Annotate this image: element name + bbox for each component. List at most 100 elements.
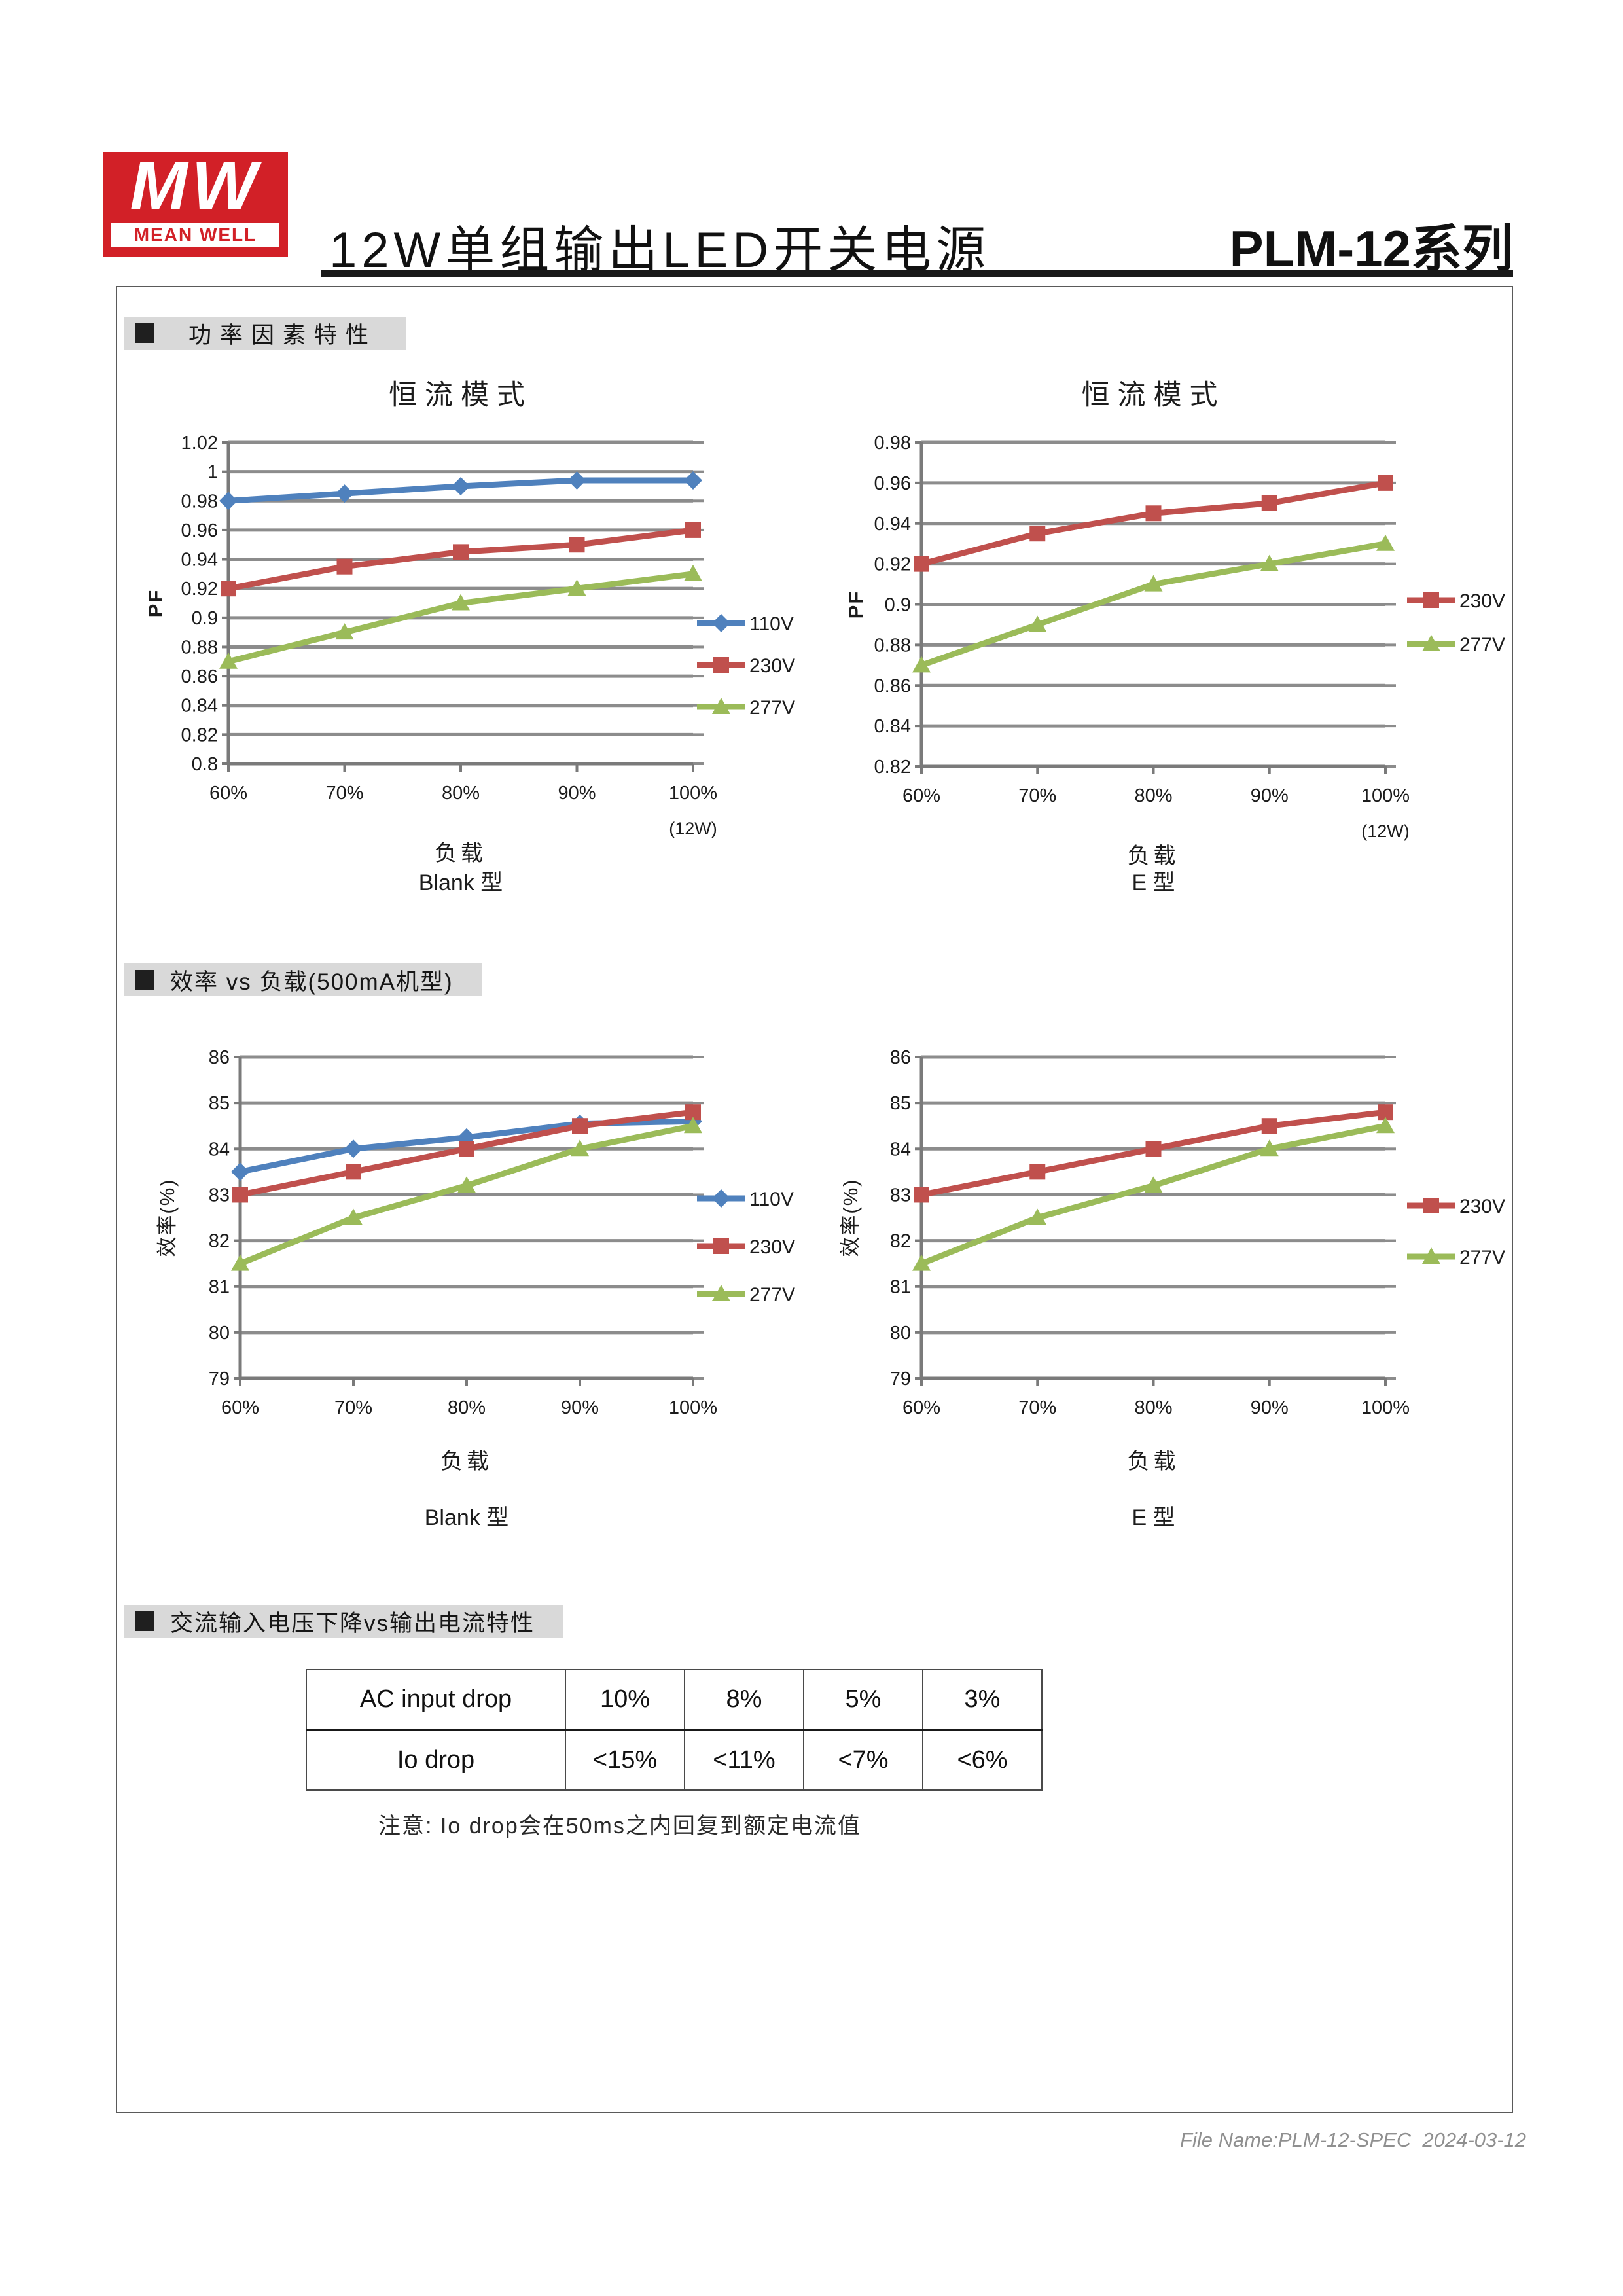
y-tick-label: 83: [890, 1185, 911, 1206]
y-tick-label: 0.98: [874, 433, 911, 454]
table-cell: 10%: [565, 1669, 685, 1731]
y-tick-label: 0.96: [181, 520, 218, 541]
series-marker: [912, 1254, 931, 1271]
x-tick-label: 70%: [334, 1397, 372, 1418]
x-tick-label: 70%: [325, 783, 363, 804]
y-axis-label: 效率(%): [839, 1178, 862, 1257]
series-marker: [346, 1164, 361, 1180]
table-row-io-drop: Io drop <15% <11% <7% <6%: [306, 1729, 1043, 1791]
x-tick-label: 100%: [1361, 785, 1410, 806]
section-header-pf: 功率因素特性: [124, 317, 406, 350]
content-border-box: [116, 286, 1513, 2113]
legend-item-label: 230V: [1459, 590, 1505, 612]
ac-drop-table: AC input drop 10% 8% 5% 3% Io drop <15% …: [306, 1669, 1043, 1791]
series-marker: [1144, 575, 1163, 592]
y-tick-label: 85: [890, 1093, 911, 1114]
section-header-ac-drop: 交流输入电压下降vs输出电流特性: [124, 1605, 564, 1638]
pf-chart-blank-type: 恒流模式 1.02 1 0.98 0.96 0.94 0.92 0.9 0.88 0.86 0.84…: [144, 380, 795, 895]
legend-item-label: 230V: [749, 655, 795, 677]
series-marker: [1376, 534, 1395, 551]
y-tick-label: 0.84: [874, 716, 911, 737]
series-marker: [567, 579, 586, 596]
table-cell: <7%: [803, 1729, 923, 1791]
table-row-ac-input-drop: AC input drop 10% 8% 5% 3%: [306, 1669, 1043, 1731]
series-marker: [1260, 554, 1279, 571]
chart-title: 恒流模式: [1082, 380, 1226, 411]
x-axis-note: (12W): [669, 819, 717, 838]
x-tick-label: 70%: [1018, 785, 1056, 806]
series-marker: [219, 652, 238, 669]
x-tick-label: 90%: [561, 1397, 599, 1418]
y-tick-label: 0.88: [874, 635, 911, 656]
series-marker: [1028, 615, 1047, 632]
series-marker: [684, 564, 702, 581]
x-tick-label: 80%: [1134, 785, 1172, 806]
series-marker: [453, 544, 469, 560]
logo-brand-text: MEAN WELL: [134, 224, 257, 245]
series-marker: [344, 1208, 363, 1225]
series-marker: [1029, 1164, 1046, 1180]
series-marker: [912, 656, 931, 673]
series-marker: [1378, 475, 1393, 491]
series-marker: [452, 594, 470, 611]
y-axis-label: PF: [144, 589, 167, 618]
logo-mw-letters: MW: [130, 147, 261, 224]
table-cell: 3%: [922, 1669, 1043, 1731]
series-marker: [914, 1187, 929, 1203]
series-marker: [459, 1141, 474, 1157]
y-tick-label: 0.92: [181, 579, 218, 600]
y-tick-label: 84: [890, 1139, 911, 1160]
x-tick-label: 60%: [902, 785, 940, 806]
section-bullet-icon: [135, 323, 154, 343]
y-tick-label: 79: [890, 1369, 911, 1390]
legend-item-label: 110V: [749, 1189, 794, 1210]
y-tick-label: 86: [890, 1047, 911, 1068]
y-tick-label: 83: [209, 1185, 230, 1206]
series-marker: [1145, 505, 1162, 522]
x-tick-label: 60%: [209, 783, 247, 804]
x-tick-label: 80%: [442, 783, 480, 804]
y-tick-label: 0.88: [181, 637, 218, 658]
series-marker: [1260, 1139, 1279, 1157]
legend-item-label: 230V: [749, 1236, 795, 1258]
series-marker: [1423, 592, 1439, 608]
chart-sub-label: Blank 型: [419, 870, 503, 895]
page-title: 12W单组输出LED开关电源: [329, 223, 991, 278]
series-marker: [452, 476, 470, 495]
x-axis-label: 负载: [440, 1449, 493, 1474]
y-tick-label: 0.94: [874, 514, 911, 535]
series-marker: [335, 484, 354, 503]
series-marker: [684, 471, 702, 490]
file-name-footer: File Name:PLM-12-SPEC 2024-03-12: [1180, 2128, 1526, 2151]
series-marker: [1261, 495, 1277, 511]
legend-item-label: 277V: [1459, 1247, 1505, 1268]
y-tick-label: 0.98: [181, 491, 218, 512]
y-tick-label: 82: [209, 1231, 230, 1252]
x-tick-label: 60%: [902, 1397, 940, 1418]
x-tick-label: 90%: [1251, 1397, 1289, 1418]
table-cell: <11%: [684, 1729, 804, 1791]
series-marker: [914, 556, 929, 572]
legend-item-label: 110V: [749, 613, 794, 635]
section-title-ac-drop: 交流输入电压下降vs输出电流特性: [170, 1610, 535, 1636]
x-tick-label: 90%: [558, 783, 596, 804]
x-axis-note: (12W): [1361, 821, 1410, 841]
legend-item-label: 277V: [749, 697, 795, 719]
series-marker: [567, 471, 586, 490]
series-marker: [712, 1285, 730, 1301]
title-underline: [321, 270, 1513, 277]
series-marker: [457, 1176, 476, 1193]
x-tick-label: 80%: [1134, 1397, 1172, 1418]
table-cell: <15%: [565, 1729, 685, 1791]
series-marker: [1028, 1208, 1047, 1225]
table-cell: 5%: [803, 1669, 923, 1731]
y-tick-label: 81: [890, 1277, 911, 1298]
y-tick-label: 0.9: [192, 608, 218, 629]
series-marker: [335, 623, 354, 640]
x-tick-label: 100%: [669, 1397, 717, 1418]
legend-item-label: 277V: [1459, 634, 1505, 656]
series-marker: [712, 1189, 730, 1208]
series-marker: [713, 657, 729, 673]
series-marker: [219, 492, 238, 511]
chart-sub-label: E 型: [1132, 870, 1175, 895]
